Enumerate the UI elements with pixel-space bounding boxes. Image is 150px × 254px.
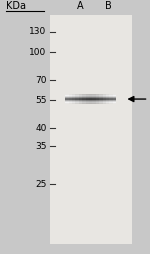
Bar (99, 94, 103, 104)
Bar (89, 94, 92, 104)
Bar (69, 94, 72, 104)
Bar (65, 99, 116, 100)
Bar (82, 94, 86, 104)
Bar (65, 95, 116, 96)
Bar (96, 94, 99, 104)
Text: 35: 35 (35, 141, 46, 151)
Text: 25: 25 (35, 180, 46, 189)
Bar (65, 96, 116, 97)
Bar (65, 101, 116, 102)
Bar (65, 101, 116, 102)
Text: A: A (77, 2, 84, 11)
Text: 55: 55 (35, 96, 46, 105)
Bar (86, 94, 89, 104)
Text: KDa: KDa (6, 1, 26, 11)
Bar (65, 100, 116, 101)
Bar (50, 15, 132, 244)
Text: 100: 100 (29, 47, 46, 57)
Bar (106, 94, 110, 104)
Bar (65, 97, 116, 98)
Bar (92, 94, 96, 104)
Text: 40: 40 (35, 124, 46, 133)
Text: 130: 130 (29, 27, 46, 36)
Bar (65, 100, 116, 101)
Text: 70: 70 (35, 75, 46, 85)
Bar (65, 102, 116, 103)
Bar (72, 94, 75, 104)
Bar (103, 94, 106, 104)
Bar (65, 98, 116, 99)
Bar (65, 96, 116, 97)
Bar (110, 94, 113, 104)
Bar (75, 94, 79, 104)
Bar (65, 97, 116, 98)
Text: B: B (105, 2, 111, 11)
Bar (79, 94, 82, 104)
Bar (113, 94, 116, 104)
Bar (65, 94, 69, 104)
Bar (65, 98, 116, 99)
Bar (65, 99, 116, 100)
